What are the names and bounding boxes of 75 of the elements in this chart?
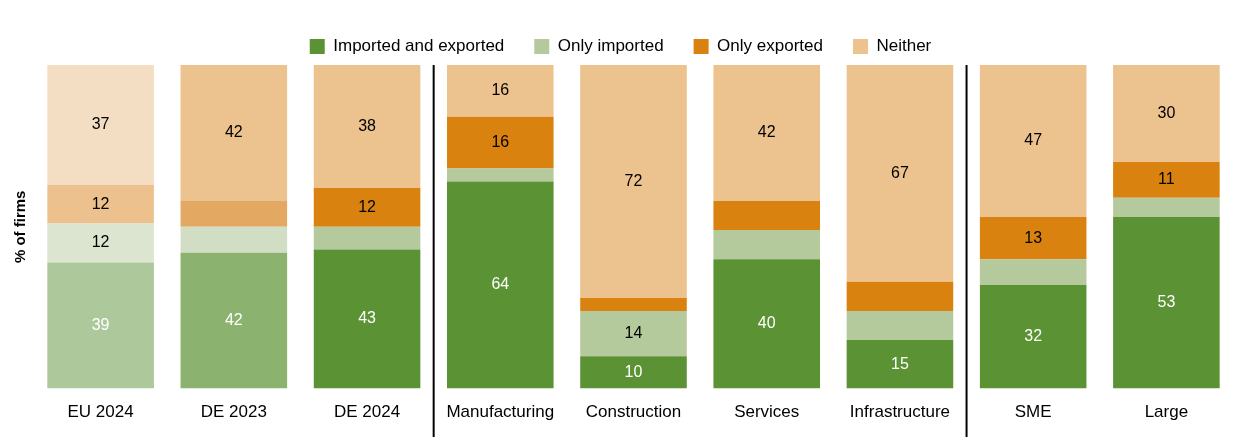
legend-label: Neither — [876, 36, 932, 56]
bar — [846, 281, 954, 311]
x-tick-label: SME — [1014, 402, 1052, 422]
data-label: 53 — [1157, 293, 1176, 311]
bar — [580, 65, 687, 298]
data-label: 72 — [624, 171, 643, 189]
x-tick-label: Manufacturing — [446, 402, 555, 422]
bar — [47, 184, 154, 224]
data-label: 16 — [491, 133, 510, 151]
bar — [47, 262, 154, 389]
data-label: 64 — [491, 275, 510, 293]
bar — [446, 181, 554, 389]
bar — [313, 249, 421, 389]
data-label: 12 — [358, 197, 377, 215]
bar — [446, 168, 554, 182]
data-label: 39 — [91, 315, 110, 333]
bar — [580, 356, 687, 389]
x-tick-label: Large — [1144, 402, 1189, 422]
legend-label: Only exported — [717, 36, 823, 56]
data-label: 42 — [224, 311, 243, 329]
bar — [979, 259, 1087, 286]
bar — [713, 200, 821, 231]
data-label: 38 — [358, 116, 377, 134]
legend-label: Only imported — [557, 36, 664, 56]
x-tick-label: Construction — [585, 402, 682, 422]
bar — [313, 187, 421, 227]
x-tick-label: DE 2024 — [333, 402, 401, 422]
data-label: 43 — [358, 309, 377, 327]
bar — [979, 217, 1087, 260]
bar — [1113, 197, 1220, 218]
data-label: 10 — [624, 362, 643, 380]
bar — [180, 252, 288, 389]
bar — [180, 200, 288, 227]
y-axis-title: % of firms — [11, 190, 29, 264]
x-tick-label: DE 2023 — [200, 402, 267, 422]
bar — [180, 65, 288, 201]
bar — [1113, 65, 1220, 163]
data-label: 16 — [491, 81, 510, 99]
bar — [979, 285, 1087, 389]
bar — [580, 310, 687, 357]
bar — [713, 230, 821, 260]
x-tick-label: Services — [734, 402, 800, 422]
bar — [47, 65, 154, 185]
data-label: 32 — [1024, 327, 1043, 345]
bar — [713, 65, 821, 201]
bar — [713, 259, 821, 389]
bar — [313, 65, 421, 188]
bar — [446, 65, 554, 117]
bar — [846, 310, 954, 341]
data-label: 13 — [1024, 228, 1043, 246]
data-label: 11 — [1158, 170, 1175, 188]
data-label: 42 — [224, 123, 243, 141]
data-label: 30 — [1157, 103, 1176, 121]
bar — [846, 340, 954, 389]
bar — [580, 297, 687, 311]
data-label: 47 — [1024, 131, 1043, 149]
data-label: 12 — [91, 233, 110, 251]
x-tick-label: EU 2024 — [67, 402, 134, 422]
bar — [47, 223, 154, 263]
bar — [1113, 217, 1220, 389]
data-label: 12 — [91, 194, 110, 212]
data-label: 37 — [91, 115, 110, 133]
bar — [180, 226, 288, 253]
bar — [1113, 162, 1220, 198]
data-label: 67 — [891, 163, 909, 181]
data-label: 42 — [757, 123, 776, 141]
data-label: 40 — [757, 314, 776, 332]
legend-label: Imported and exported — [333, 36, 505, 56]
data-label: 14 — [624, 323, 643, 341]
bar — [313, 226, 421, 250]
x-tick-label: Infrastructure — [849, 402, 951, 422]
bar — [446, 116, 554, 169]
data-label: 15 — [891, 354, 909, 372]
bar — [846, 65, 954, 282]
bar — [979, 65, 1087, 218]
